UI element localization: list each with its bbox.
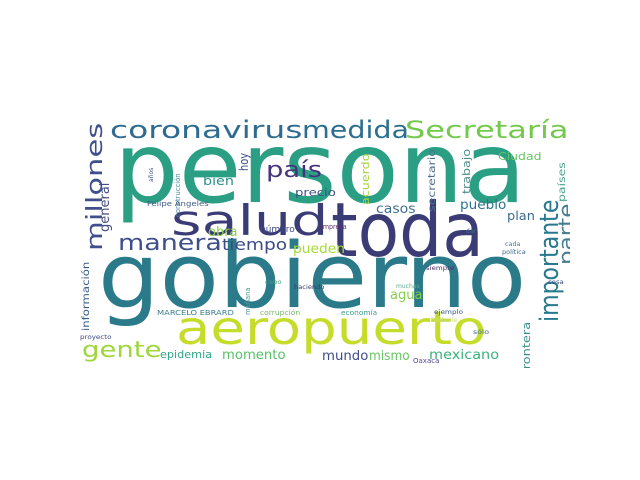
word-pueblo: pueblo bbox=[460, 198, 507, 213]
word-toda: toda bbox=[331, 186, 484, 274]
word-construccion: construcción bbox=[174, 173, 182, 217]
word-ciudad: Ciudad bbox=[498, 150, 542, 163]
word-dar: dar bbox=[466, 228, 476, 235]
word-economia: economía bbox=[341, 309, 378, 317]
word-haciendo: haciendo bbox=[294, 284, 325, 291]
word-ejemplo: ejemplo bbox=[434, 309, 464, 316]
word-persona: persona bbox=[114, 115, 526, 226]
word-salud: salud bbox=[171, 196, 329, 245]
word-plan: plan bbox=[507, 209, 535, 223]
word-momento: momento bbox=[222, 348, 286, 363]
word-casos: casos bbox=[376, 202, 416, 217]
word-corrupcion: corrupción bbox=[260, 309, 301, 317]
word-frontera: frontera bbox=[520, 321, 533, 368]
word-mismo: mismo bbox=[369, 349, 410, 364]
word-gobierno: gobierno bbox=[98, 224, 527, 329]
word-paises: países bbox=[557, 162, 568, 202]
word-felipe-angeles: Felipe Ángeles bbox=[147, 200, 209, 208]
word-anos: años bbox=[148, 167, 155, 182]
word-general: general bbox=[98, 182, 113, 232]
word-medida: medida bbox=[302, 116, 410, 144]
word-secretaria: Secretaría bbox=[405, 116, 569, 144]
word-muchas: muchas bbox=[396, 283, 420, 290]
word-aeropuerto: aeropuerto bbox=[176, 301, 487, 355]
word-secretario: secretario bbox=[427, 149, 438, 212]
word-gente: gente bbox=[82, 338, 162, 363]
word-pueden: pueden bbox=[293, 242, 345, 257]
word-marcelo-ebrard: MARCELO EBRARD bbox=[157, 309, 234, 317]
word-politica: política bbox=[502, 249, 526, 256]
word-informacion: información bbox=[81, 261, 92, 331]
word-obra: obra bbox=[208, 225, 238, 240]
word-manana: mañana bbox=[244, 287, 252, 315]
word-cabo: cabo bbox=[265, 279, 282, 286]
word-solo: sólo bbox=[473, 329, 490, 336]
word-godavie: Godavie bbox=[430, 317, 458, 324]
word-siempre: siempre bbox=[426, 265, 455, 272]
word-cosa: cosa bbox=[548, 279, 564, 286]
word-precio: precio bbox=[295, 186, 336, 199]
word-empresa: empresa bbox=[319, 223, 347, 231]
word-mundo: mundo bbox=[322, 349, 369, 364]
word-manera: manera bbox=[118, 231, 222, 256]
word-coronavirus: coronavirus bbox=[110, 116, 303, 144]
word-pais: país bbox=[266, 158, 323, 183]
word-oaxaca: Oaxaca bbox=[413, 357, 440, 365]
word-hoy: hoy bbox=[237, 152, 251, 171]
word-epidemia: epidemia bbox=[160, 348, 213, 361]
word-cloud: persona gobierno toda aeropuerto salud corona… bbox=[80, 115, 570, 368]
word-parte: parte bbox=[554, 203, 570, 265]
word-bien: bien bbox=[203, 174, 234, 188]
word-agua: agua bbox=[390, 288, 423, 303]
word-numero: número bbox=[260, 225, 295, 235]
word-tiempo: tiempo bbox=[222, 235, 288, 254]
word-acuerdo: acuerdo bbox=[359, 153, 372, 205]
word-proyecto: proyecto bbox=[80, 334, 112, 341]
word-trabajo: trabajo bbox=[460, 148, 473, 194]
word-cada: cada bbox=[505, 241, 521, 248]
word-mexicano: mexicano bbox=[429, 348, 500, 363]
